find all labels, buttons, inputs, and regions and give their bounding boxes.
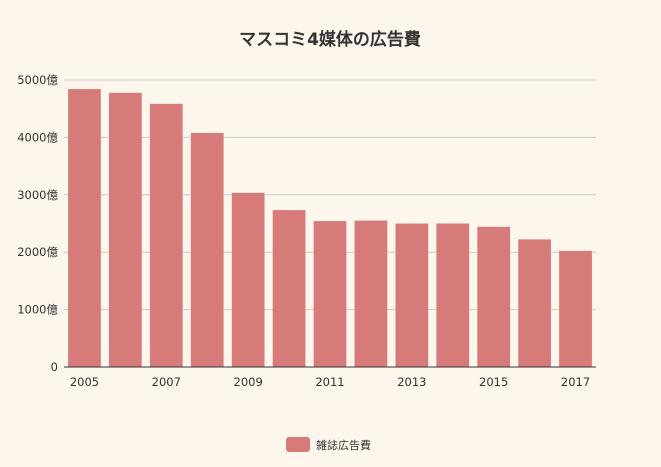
- bar-2011[interactable]: [313, 221, 347, 367]
- y-tick-label: 0: [51, 360, 58, 374]
- x-tick-label: 2009: [234, 375, 263, 389]
- x-tick-label: 2017: [561, 375, 590, 389]
- bar-2005[interactable]: [68, 89, 101, 367]
- x-tick-label: 2005: [70, 375, 99, 389]
- x-tick-label: 2015: [479, 375, 508, 389]
- y-tick-label: 2000億: [17, 245, 58, 259]
- y-tick-label: 1000億: [17, 303, 58, 317]
- bar-2012[interactable]: [354, 220, 388, 367]
- bar-2015[interactable]: [477, 226, 511, 367]
- x-tick-label: 2007: [152, 375, 181, 389]
- x-tick-label: 2011: [315, 375, 344, 389]
- x-tick-labels: 2005 2007 2009 2011 2013 2015 2017: [70, 375, 590, 389]
- bar-2007[interactable]: [149, 103, 183, 368]
- bar-2013[interactable]: [395, 223, 429, 367]
- y-tick-label: 5000億: [17, 73, 58, 87]
- y-tick-label: 3000億: [17, 188, 58, 202]
- bars: [68, 89, 592, 368]
- bar-2008[interactable]: [190, 132, 224, 367]
- y-tick-label: 4000億: [17, 130, 58, 144]
- bar-2016[interactable]: [518, 239, 551, 367]
- bar-2006[interactable]: [109, 92, 142, 367]
- bar-2014[interactable]: [436, 223, 470, 368]
- bar-2009[interactable]: [231, 192, 265, 367]
- legend[interactable]: 雑誌広告費: [286, 437, 371, 452]
- chart-title: マスコミ4媒体の広告費: [239, 29, 421, 50]
- legend-swatch: [286, 437, 310, 452]
- bar-2010[interactable]: [272, 210, 306, 367]
- y-tick-labels: 0 1000億 2000億 3000億 4000億 5000億: [17, 73, 58, 374]
- x-tick-label: 2013: [397, 375, 426, 389]
- bar-2017[interactable]: [559, 250, 592, 367]
- legend-label: 雑誌広告費: [316, 438, 371, 452]
